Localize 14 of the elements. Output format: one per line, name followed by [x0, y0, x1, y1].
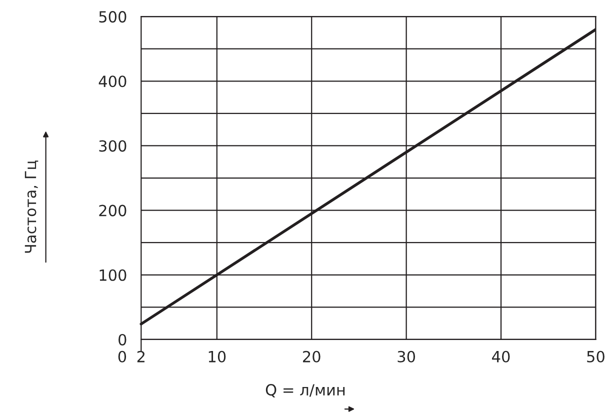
y-tick-label: 0 [118, 334, 126, 346]
y-tick-label: 500 [99, 11, 126, 23]
y-axis-title: Частота, Гц [24, 160, 38, 253]
x-tick-label: 20 [303, 350, 320, 362]
y-tick-label: 300 [99, 140, 126, 152]
x-axis-title: Q = л/мин [266, 384, 345, 398]
x-tick-label: 50 [587, 350, 604, 362]
x-tick-label: 2 [137, 350, 144, 362]
y-tick-label: 200 [99, 204, 126, 216]
y-tick-label: 100 [100, 269, 126, 281]
y-tick-label: 400 [98, 76, 126, 88]
x-tick-label: 10 [208, 350, 226, 362]
x-tick-label: 30 [398, 350, 416, 362]
x-tick-label: 40 [492, 350, 510, 362]
